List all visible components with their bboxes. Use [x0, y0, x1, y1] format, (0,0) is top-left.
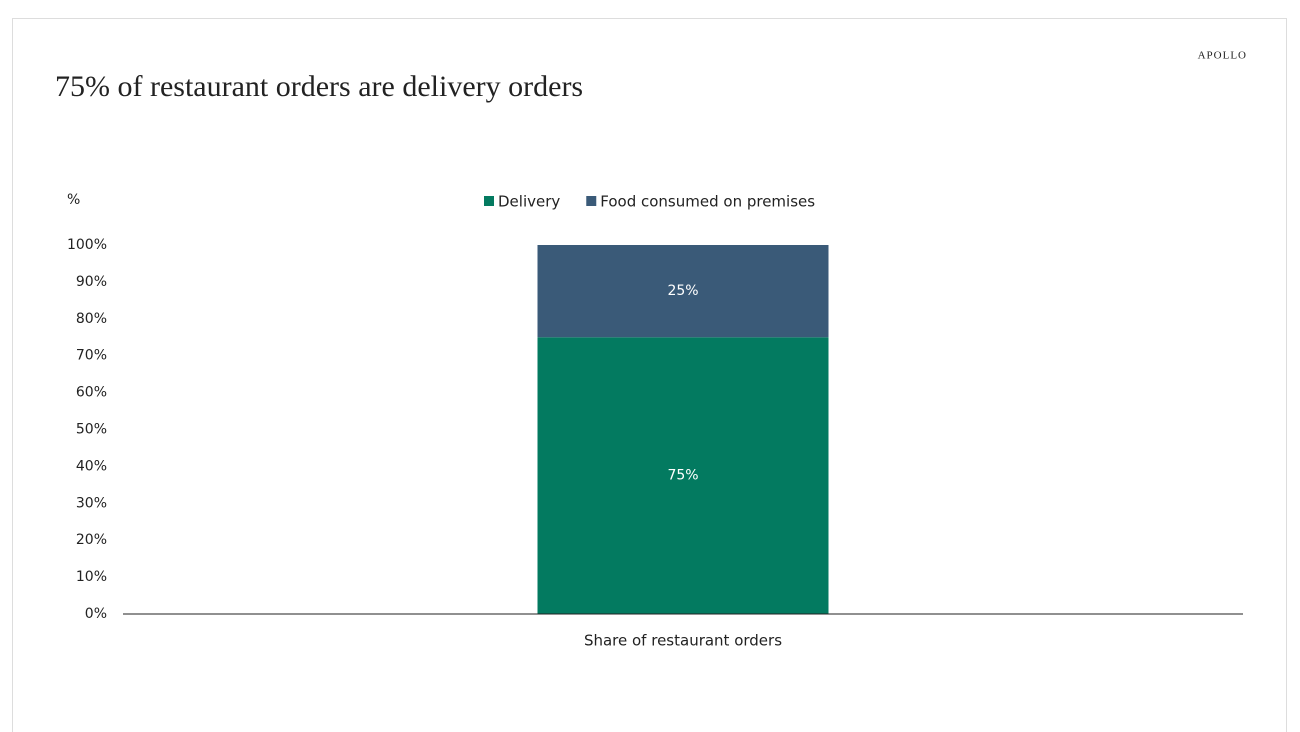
- chart-title: 75% of restaurant orders are delivery or…: [55, 70, 583, 103]
- bar-segment: [537, 245, 829, 338]
- y-tick-label: 70%: [76, 348, 107, 364]
- legend-label: Delivery: [498, 193, 560, 211]
- y-tick-label: 100%: [67, 237, 107, 253]
- y-tick-label: 50%: [76, 422, 107, 438]
- legend-label: Food consumed on premises: [600, 193, 815, 211]
- y-tick-label: 80%: [76, 311, 107, 327]
- y-axis-label: %: [67, 192, 80, 208]
- y-tick-label: 40%: [76, 458, 107, 474]
- legend-swatch: [586, 196, 597, 206]
- data-label: 25%: [667, 283, 698, 299]
- y-tick-label: 20%: [76, 532, 107, 548]
- y-tick-label: 60%: [76, 385, 107, 401]
- y-tick-label: 90%: [76, 274, 107, 290]
- legend-swatch: [484, 196, 494, 206]
- x-tick-label: Share of restaurant orders: [584, 632, 782, 650]
- bar-segment: [537, 337, 829, 614]
- y-tick-label: 30%: [76, 495, 107, 511]
- y-tick-label: 0%: [85, 606, 107, 622]
- brand: APOLLO: [1198, 50, 1247, 62]
- y-tick-label: 10%: [76, 569, 107, 585]
- frame: [12, 18, 1287, 732]
- data-label: 75%: [667, 468, 698, 484]
